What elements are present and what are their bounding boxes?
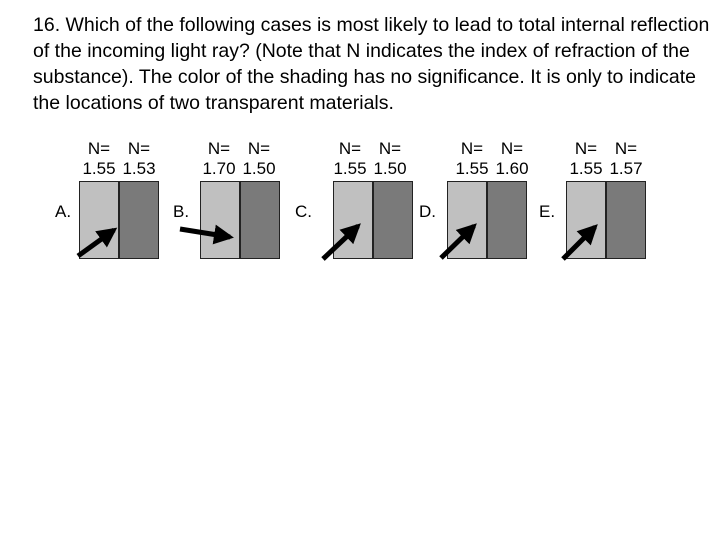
option-b-n2-label: N= — [247, 139, 271, 158]
option-e-n1-label: N= — [574, 139, 598, 158]
option-c-letter: C. — [295, 202, 312, 221]
option-d-ray-arrow — [439, 223, 477, 260]
option-e-n1-value: 1.55 — [569, 159, 603, 178]
option-d-n2: N= 1.60 — [490, 139, 534, 179]
option-b-n1: N= 1.70 — [197, 139, 241, 179]
option-b-n2-value: 1.50 — [242, 159, 276, 178]
option-e-material-2 — [606, 181, 646, 259]
option-a-n2: N= 1.53 — [117, 139, 161, 179]
option-d-n1-value: 1.55 — [455, 159, 489, 178]
option-a-n1-value: 1.55 — [82, 159, 116, 178]
option-b-ray-arrow — [179, 224, 234, 245]
question-text: 16. Which of the following cases is most… — [33, 14, 710, 114]
option-c-n2-value: 1.50 — [373, 159, 407, 178]
option-d-material-2 — [487, 181, 527, 259]
option-a-n2-label: N= — [127, 139, 151, 158]
option-d-n1: N= 1.55 — [450, 139, 494, 179]
option-a-n1: N= 1.55 — [77, 139, 121, 179]
option-d-n1-label: N= — [460, 139, 484, 158]
option-c-n1-label: N= — [338, 139, 362, 158]
option-a-n1-label: N= — [87, 139, 111, 158]
option-e-ray-arrow — [561, 224, 598, 261]
option-c-n2: N= 1.50 — [368, 139, 412, 179]
option-b-letter: B. — [173, 202, 190, 221]
option-a-n2-value: 1.53 — [122, 159, 156, 178]
option-d-n2-value: 1.60 — [495, 159, 529, 178]
option-b-n1-label: N= — [207, 139, 231, 158]
option-e-n2-value: 1.57 — [609, 159, 643, 178]
option-e-n1: N= 1.55 — [564, 139, 608, 179]
option-a-letter: A. — [55, 202, 72, 221]
option-e-n2-label: N= — [614, 139, 638, 158]
option-e-letter: E. — [539, 202, 556, 221]
option-b-material-2 — [240, 181, 280, 259]
option-b-material-1 — [200, 181, 240, 259]
option-c-ray-arrow — [321, 223, 361, 261]
option-a-material-2 — [119, 181, 159, 259]
option-a-ray-arrow — [76, 227, 118, 259]
option-b-n1-value: 1.70 — [202, 159, 236, 178]
option-e-n2: N= 1.57 — [604, 139, 648, 179]
option-d-n2-label: N= — [500, 139, 524, 158]
option-b-n2: N= 1.50 — [237, 139, 281, 179]
option-c-n1-value: 1.55 — [333, 159, 367, 178]
option-d-letter: D. — [419, 202, 436, 221]
option-c-n1: N= 1.55 — [328, 139, 372, 179]
option-c-n2-label: N= — [378, 139, 402, 158]
option-c-material-2 — [373, 181, 413, 259]
